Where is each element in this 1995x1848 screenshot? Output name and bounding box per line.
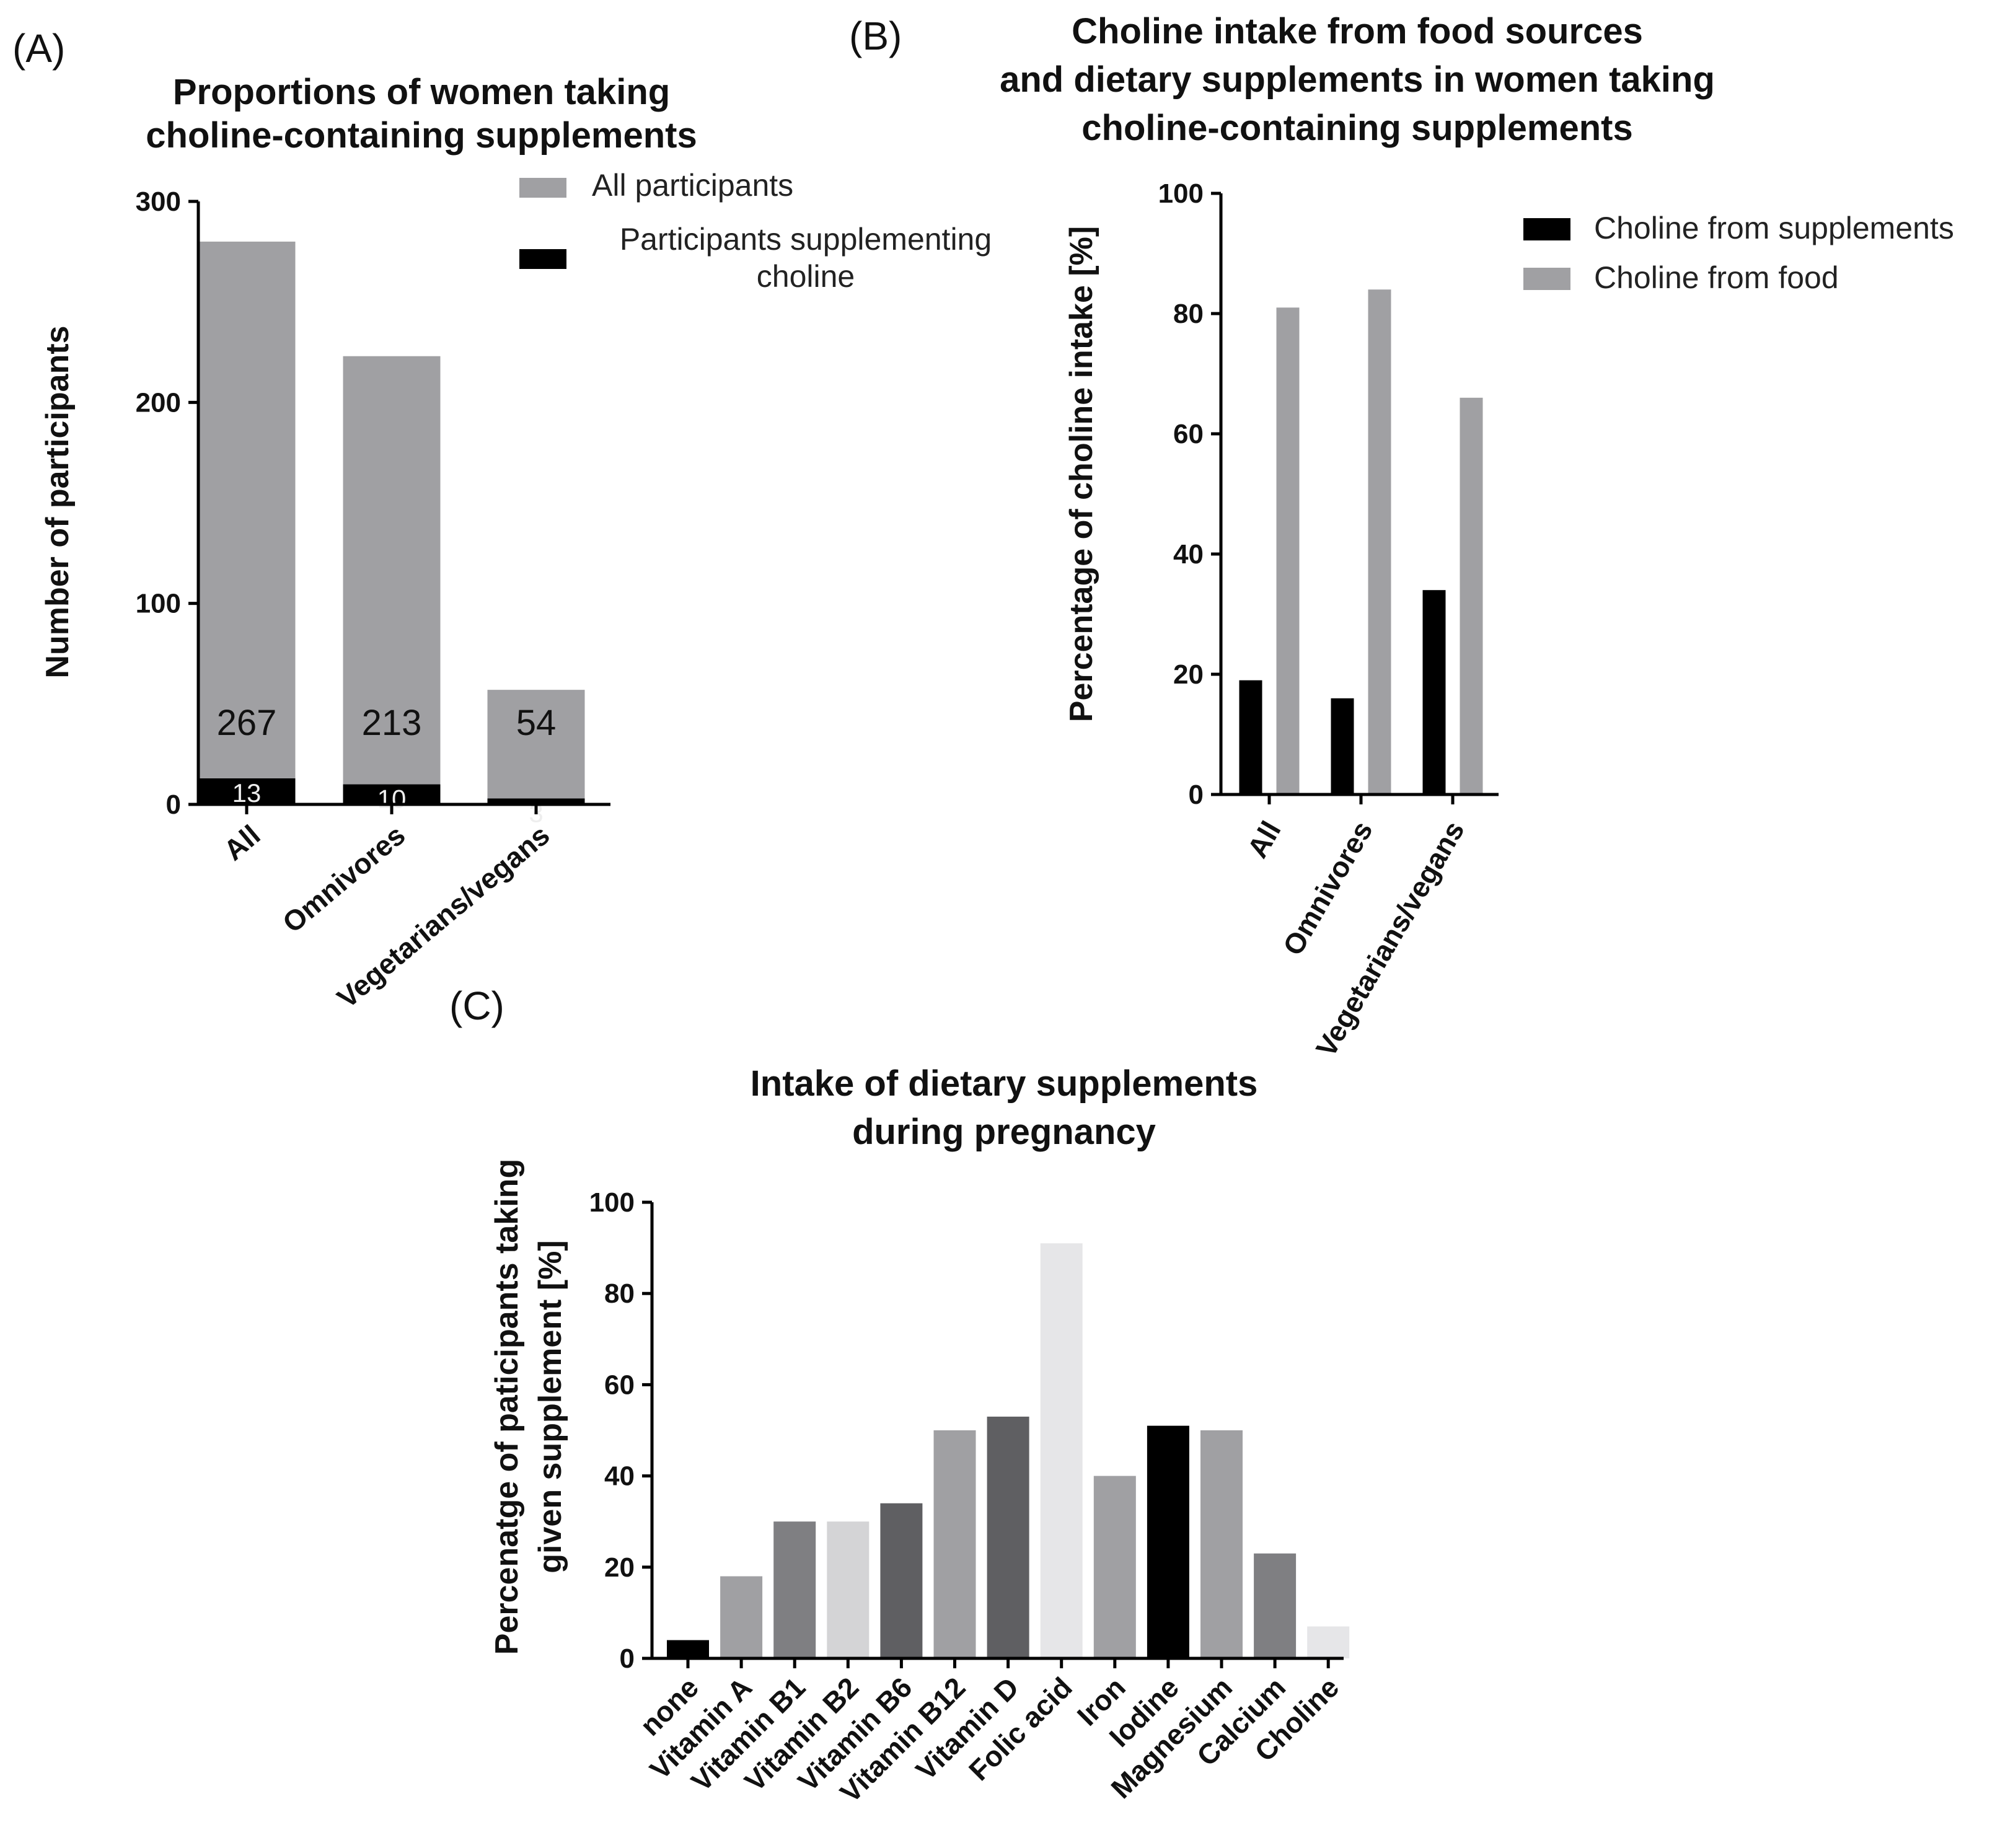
bar-c-none (667, 1640, 709, 1658)
chart-a-title-line-1: Proportions of women taking (173, 72, 670, 112)
bar-b-all-food (1276, 307, 1300, 794)
data-label-a-0-0: 13 (232, 778, 262, 807)
y-tick-label-b-2: 40 (1173, 539, 1204, 570)
bar-c-vitamin-b12 (933, 1430, 976, 1658)
chart-b: Choline intake from food sources and die… (1000, 11, 1954, 1062)
bar-c-vitamin-b1 (773, 1521, 816, 1658)
panel-label-b: (B) (849, 14, 902, 58)
y-tick-label-a-1: 100 (136, 589, 181, 619)
data-label-a-2-1: 54 (516, 703, 557, 743)
panel-label-c: (C) (449, 983, 504, 1028)
x-tick-label-b-0: All (1241, 816, 1287, 863)
y-tick-label-c-4: 80 (604, 1278, 635, 1309)
data-label-a-1-1: 213 (362, 703, 422, 743)
chart-c-title-line-2: during pregnancy (852, 1112, 1156, 1152)
legend-swatch-choline-food (1523, 268, 1570, 290)
y-tick-label-a-0: 0 (166, 790, 181, 820)
legend-swatch-choline-supplements (1523, 218, 1570, 240)
bar-c-iodine (1147, 1425, 1189, 1658)
bar-c-vitamin-b2 (827, 1521, 870, 1658)
chart-a: Proportions of women taking choline-cont… (40, 72, 992, 1014)
chart-b-title-line-2: and dietary supplements in women taking (1000, 59, 1715, 100)
chart-a-title-line-2: choline-containing supplements (146, 115, 697, 156)
legend-label-participants-supplementing-line-2: choline (757, 259, 855, 294)
bar-c-vitamin-d (987, 1416, 1029, 1658)
y-tick-label-c-2: 40 (604, 1461, 635, 1492)
y-tick-label-b-3: 60 (1173, 419, 1204, 449)
chart-c: Intake of dietary supplements during pre… (489, 1063, 1350, 1809)
bar-a-all-all (198, 241, 296, 778)
legend-label-choline-supplements: Choline from supplements (1594, 211, 1954, 245)
bar-c-calcium (1254, 1553, 1297, 1658)
y-tick-label-b-1: 20 (1173, 659, 1204, 690)
bar-a-all-supplementing (198, 778, 296, 804)
bar-b-vegetarians-vegans-food (1460, 397, 1483, 794)
bar-b-omnivores-food (1368, 289, 1391, 794)
y-tick-label-b-5: 100 (1158, 178, 1204, 209)
bar-b-vegetarians-vegans-supplements (1422, 590, 1446, 794)
bar-c-vitamin-b6 (880, 1503, 923, 1658)
bar-a-omnivores-all (343, 356, 441, 785)
bar-c-choline (1307, 1626, 1350, 1658)
bar-c-magnesium (1200, 1430, 1243, 1658)
x-tick-label-a-1: Omnivores (276, 819, 412, 939)
data-label-a-0-1: 267 (217, 703, 277, 743)
chart-b-title-line-3: choline-containing supplements (1081, 108, 1632, 148)
y-tick-label-a-3: 300 (136, 187, 181, 217)
x-tick-label-b-1: Omnivores (1276, 816, 1378, 961)
panel-label-a: (A) (12, 26, 65, 71)
chart-c-title-line-1: Intake of dietary supplements (751, 1063, 1258, 1104)
chart-b-y-axis-title: Percentage of choline intake [%] (1064, 226, 1099, 722)
y-tick-label-c-3: 60 (604, 1370, 635, 1400)
bar-c-folic-acid (1040, 1243, 1083, 1658)
bar-a-omnivores-supplementing (343, 784, 441, 804)
chart-b-title-line-1: Choline intake from food sources (1072, 11, 1643, 51)
legend-label-participants-supplementing-line-1: Participants supplementing (620, 222, 992, 257)
y-tick-label-c-0: 0 (620, 1643, 635, 1674)
chart-a-y-axis-title: Number of participants (40, 325, 76, 678)
chart-c-y-axis-title-line-2: given supplement [%] (532, 1240, 568, 1573)
bar-b-all-supplements (1239, 680, 1262, 794)
y-tick-label-a-2: 200 (136, 387, 181, 418)
bar-c-iron (1093, 1476, 1136, 1658)
y-tick-label-b-0: 0 (1189, 780, 1204, 810)
bar-b-omnivores-supplements (1331, 698, 1354, 794)
bar-c-vitamin-a (720, 1576, 763, 1658)
y-tick-label-c-5: 100 (589, 1187, 635, 1218)
y-tick-label-b-4: 80 (1173, 299, 1204, 329)
legend-label-choline-food: Choline from food (1594, 260, 1839, 295)
bar-a-vegetarians-vegans-all (487, 690, 585, 799)
legend-swatch-all-participants (519, 178, 566, 198)
legend-swatch-participants-supplementing (519, 249, 566, 269)
bar-a-vegetarians-vegans-supplementing (487, 798, 585, 804)
chart-c-y-axis-title-line-1: Percenatge of paticipants taking (489, 1159, 525, 1655)
y-tick-label-c-1: 20 (604, 1552, 635, 1583)
legend-label-all-participants: All participants (592, 168, 793, 203)
x-tick-label-a-0: All (218, 819, 266, 867)
